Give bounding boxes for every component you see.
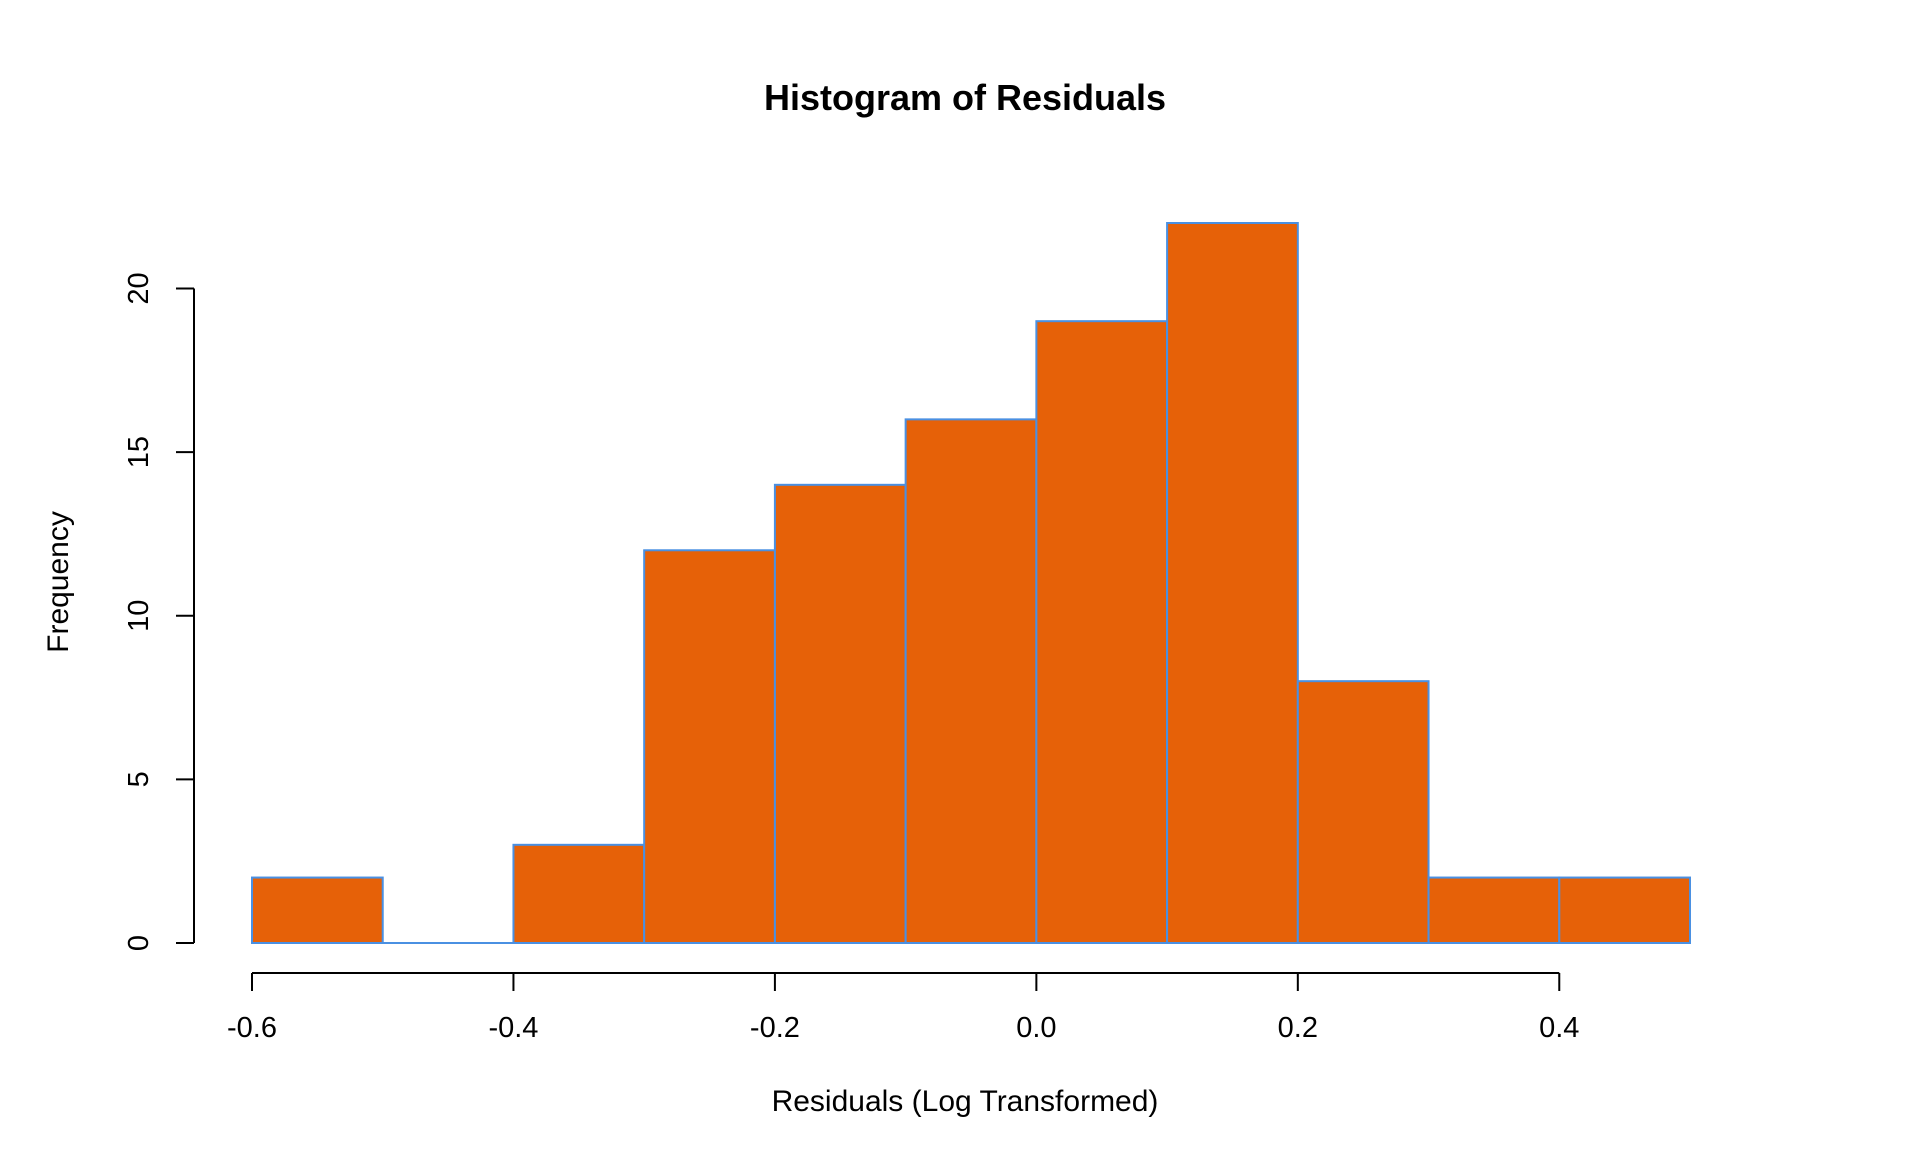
histogram-bar	[1035, 320, 1169, 944]
y-tick-label: 10	[123, 600, 155, 632]
x-tick-label: 0.0	[1016, 1012, 1056, 1044]
x-tick-label: -0.6	[227, 1012, 277, 1044]
x-tick-label: 0.4	[1539, 1012, 1579, 1044]
histogram-bar	[643, 549, 776, 944]
chart-title: Histogram of Residuals	[764, 77, 1166, 118]
x-tick-label: 0.2	[1278, 1012, 1318, 1044]
y-tick-label: 0	[123, 935, 155, 951]
histogram-bar	[773, 483, 907, 944]
y-axis: 0 5 10 15 20	[123, 272, 195, 951]
x-axis-label: Residuals (Log Transformed)	[772, 1085, 1159, 1118]
histogram-bar	[904, 418, 1038, 944]
y-tick-label: 15	[123, 436, 155, 468]
histogram-bar	[1166, 222, 1299, 944]
x-tick-label: -0.4	[488, 1012, 538, 1044]
histogram-bar	[1296, 680, 1430, 944]
bars-layer	[251, 222, 1691, 945]
y-tick-label: 5	[123, 771, 155, 787]
y-tick-label: 20	[123, 272, 155, 304]
y-axis-label: Frequency	[42, 511, 75, 653]
histogram-bar	[1558, 876, 1691, 945]
histogram-bar	[1427, 876, 1561, 945]
histogram-bar	[512, 843, 646, 944]
x-axis: -0.6 -0.4 -0.2 0.0 0.2 0.4	[227, 972, 1579, 1044]
histogram-bar	[251, 876, 384, 945]
x-tick-label: -0.2	[750, 1012, 800, 1044]
